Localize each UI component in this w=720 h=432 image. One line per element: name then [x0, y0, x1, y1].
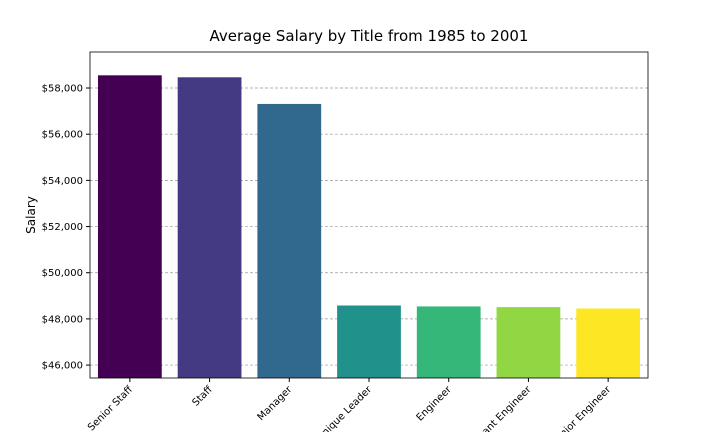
y-tick-label: $46,000 [42, 361, 83, 372]
bar [416, 306, 481, 378]
bar [257, 103, 322, 378]
bar [576, 308, 641, 378]
x-tick-label: Engineer [415, 384, 455, 424]
y-tick-label: $58,000 [42, 84, 83, 95]
y-tick-label: $52,000 [42, 222, 83, 233]
y-axis-label: Salary [24, 196, 38, 234]
y-tick-label: $56,000 [42, 130, 83, 141]
x-tick-label: Assistant Engineer [460, 384, 534, 432]
x-tick-label: Manager [256, 384, 295, 423]
plot-frame [89, 51, 649, 379]
x-tick-label: Senior Engineer [549, 384, 614, 432]
chart-title: Average Salary by Title from 1985 to 200… [210, 27, 529, 45]
x-tick-label: Technique Leader [304, 384, 375, 432]
x-tick-label: Staff [190, 384, 215, 409]
bar [97, 75, 162, 378]
y-tick-label: $48,000 [42, 314, 83, 325]
bar [177, 77, 242, 378]
bar [337, 305, 401, 378]
bar [496, 307, 561, 378]
y-tick-label: $54,000 [42, 176, 83, 187]
x-tick-label: Senior Staff [86, 384, 136, 432]
y-tick-label: $50,000 [42, 268, 83, 279]
